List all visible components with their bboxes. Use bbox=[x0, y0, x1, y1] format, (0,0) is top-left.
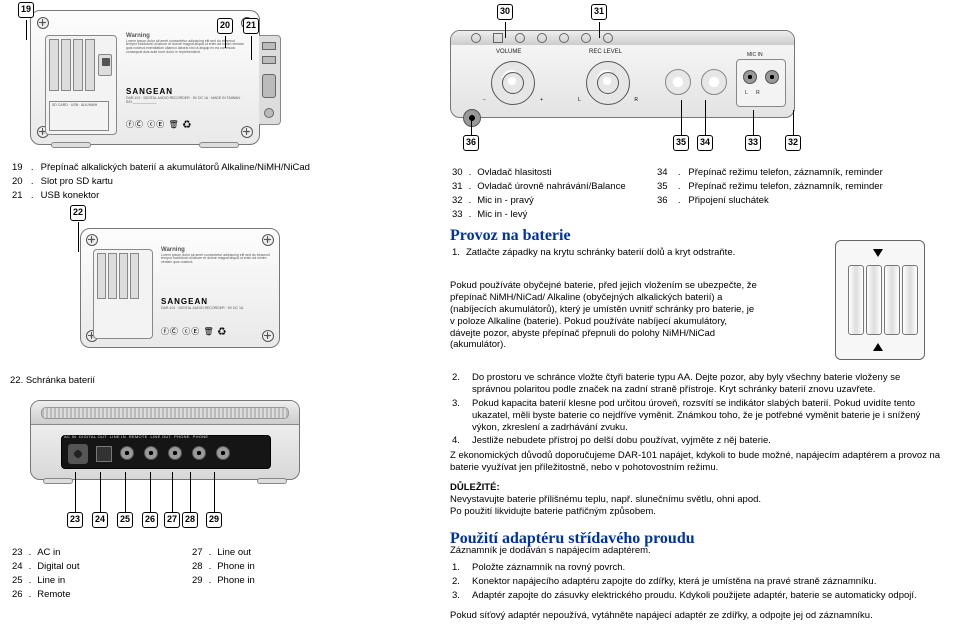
legend-23-26: 23.AC in 24.Digital out 25.Line in 26.Re… bbox=[10, 545, 85, 603]
callout-36: 36 bbox=[463, 135, 479, 151]
callout-21: 21 bbox=[243, 18, 259, 34]
callout-20: 20 bbox=[217, 18, 233, 34]
adapter-steps: 1.Položte záznamník na rovný povrch. 2.K… bbox=[450, 560, 945, 604]
legend-19-21: 19.Přepínač alkalických baterií a akumul… bbox=[10, 160, 360, 204]
right-column: VOLUME − + REC LEVEL L R MIC IN L R bbox=[385, 0, 950, 625]
callout-30: 30 bbox=[497, 4, 513, 20]
callout-31: 31 bbox=[591, 4, 607, 20]
section-battery-title: Provoz na baterie bbox=[450, 226, 571, 246]
important-block: DŮLEŽITÉ: Nevystavujte baterie přílišném… bbox=[450, 482, 945, 518]
callout-19: 19 bbox=[18, 2, 34, 18]
battery-switch-para: Pokud používáte obyčejné baterie, před j… bbox=[450, 280, 760, 351]
callout-33: 33 bbox=[745, 135, 761, 151]
legend-34-36: 34.Přepínač režimu telefon, záznamník, r… bbox=[655, 165, 947, 209]
device-rear-view-2: Warning Lorem ipsum dolor sit amet conse… bbox=[80, 228, 280, 348]
battery-steps-2-4: 2.Do prostoru ve schránce vložte čtyři b… bbox=[450, 370, 945, 449]
battery-step-1: 1. Zatlačte západky na krytu schránky ba… bbox=[450, 245, 760, 261]
footer-note: Pokud síťový adaptér nepoužívá, vytáhnět… bbox=[450, 610, 945, 622]
device-front-view: AC IN DIGITAL OUT LINE IN REMOTE LINE OU… bbox=[30, 400, 300, 480]
callout-34: 34 bbox=[697, 135, 713, 151]
legend-22: 22. Schránka baterií bbox=[10, 375, 95, 387]
left-column: SD CARD · USB · ALK/NiMH Warning Lorem i… bbox=[10, 0, 380, 625]
callout-32: 32 bbox=[785, 135, 801, 151]
callout-28: 28 bbox=[182, 512, 198, 528]
economy-para: Z ekonomických důvodů doporučujeme DAR-1… bbox=[450, 450, 945, 474]
warning-microtext: Warning Lorem ipsum dolor sit amet conse… bbox=[126, 33, 246, 55]
adapter-intro: Záznamník je dodáván s napájecím adaptér… bbox=[450, 545, 945, 557]
callout-35: 35 bbox=[673, 135, 689, 151]
callout-29: 29 bbox=[206, 512, 222, 528]
legend-30-33: 30.Ovladač hlasitosti 31.Ovladač úrovně … bbox=[450, 165, 632, 223]
battery-hatch-diagram bbox=[835, 240, 925, 360]
callout-24: 24 bbox=[92, 512, 108, 528]
callout-27: 27 bbox=[164, 512, 180, 528]
callout-22: 22 bbox=[70, 205, 86, 221]
callout-25: 25 bbox=[117, 512, 133, 528]
callout-23: 23 bbox=[67, 512, 83, 528]
legend-27-29: 27.Line out 28.Phone in 29.Phone in bbox=[190, 545, 261, 589]
device-top-view: VOLUME − + REC LEVEL L R MIC IN L R bbox=[450, 30, 795, 118]
callout-26: 26 bbox=[142, 512, 158, 528]
